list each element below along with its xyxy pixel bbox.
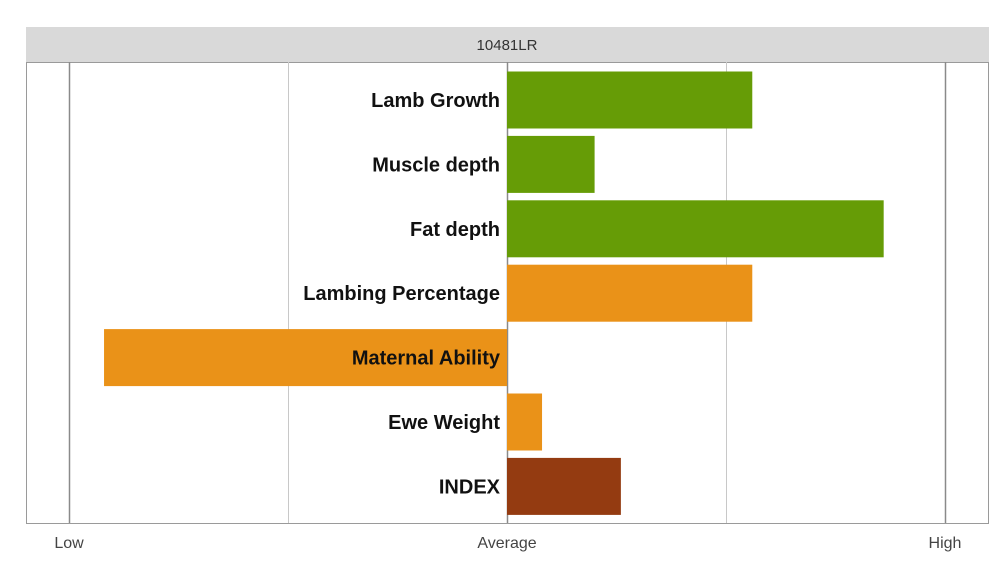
category-label-fat-depth: Fat depth	[410, 219, 500, 241]
x-tick-label-low: Low	[54, 535, 84, 552]
category-label-lambing-percentage: Lambing Percentage	[303, 283, 500, 305]
category-label-ewe-weight: Ewe Weight	[388, 412, 500, 434]
x-axis-ticks: Low Average High	[54, 535, 961, 552]
bar-fat-depth	[507, 200, 884, 258]
x-tick-label-average: Average	[477, 535, 536, 552]
category-label-maternal-ability: Maternal Ability	[352, 348, 501, 370]
bar-index	[507, 457, 621, 515]
bar-ewe-weight	[507, 393, 543, 451]
bar-muscle-depth	[507, 135, 595, 193]
bar-lambing-percentage	[507, 264, 753, 322]
bars	[104, 71, 884, 515]
bar-lamb-growth	[507, 71, 753, 129]
chart-title: 10481LR	[477, 37, 538, 54]
category-label-index: INDEX	[439, 476, 501, 498]
x-tick-label-high: High	[929, 535, 962, 552]
category-label-lamb-growth: Lamb Growth	[371, 90, 500, 112]
category-label-muscle-depth: Muscle depth	[372, 154, 500, 176]
bar-maternal-ability	[104, 329, 507, 387]
category-labels: Lamb Growth Muscle depth Fat depth Lambing …	[303, 90, 501, 498]
title-strip	[26, 27, 989, 62]
